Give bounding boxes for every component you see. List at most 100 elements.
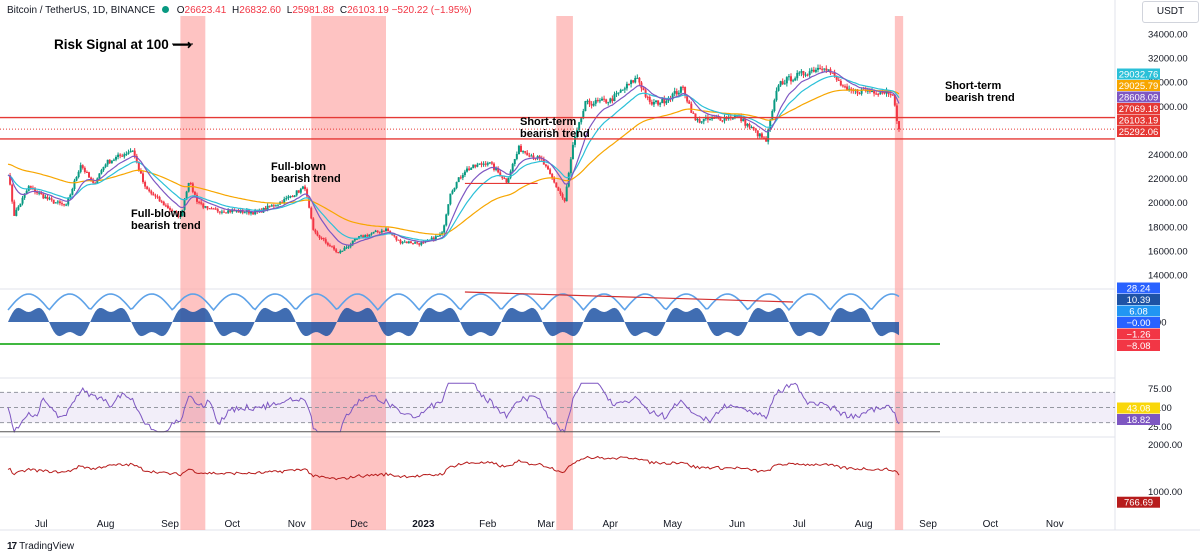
candle-body: [613, 94, 616, 102]
candle-body: [775, 90, 778, 101]
currency-button[interactable]: USDT: [1142, 1, 1199, 23]
candle-body: [802, 71, 805, 75]
candle-body: [146, 186, 149, 190]
candle-body: [175, 211, 178, 213]
candle-body: [397, 239, 400, 241]
candle-body: [538, 156, 541, 159]
candle-body: [378, 231, 381, 233]
candle-body: [158, 197, 161, 202]
price-value-label: 28608.09: [1119, 93, 1159, 104]
candle-body: [636, 77, 639, 79]
candle-body: [476, 164, 479, 167]
candle-body: [36, 192, 39, 194]
risk-line: [7, 455, 900, 481]
candle-body: [551, 173, 554, 179]
price-value-label: 26103.19: [1119, 116, 1159, 127]
candle-body: [879, 92, 882, 94]
candle-body: [459, 177, 462, 179]
candle-body: [846, 86, 849, 91]
candle-body: [792, 80, 795, 82]
candle-body: [663, 98, 666, 104]
highlight-zone: [894, 16, 904, 530]
candle-body: [445, 214, 448, 226]
candle-body: [416, 242, 419, 244]
candle-body: [212, 208, 215, 210]
candle-body: [150, 191, 153, 194]
candle-body: [650, 101, 653, 105]
candle-body: [702, 118, 705, 122]
risk-axis-tick: 1000.00: [1148, 487, 1182, 498]
candle-body: [144, 182, 147, 187]
candle-body: [520, 145, 522, 152]
candle-body: [582, 111, 585, 119]
candle-body: [765, 137, 768, 142]
candle-body: [25, 190, 28, 194]
candle-body: [652, 102, 655, 105]
candle-body: [322, 237, 325, 240]
candle-body: [85, 171, 88, 173]
candle-body: [625, 83, 628, 89]
highlight-zone: [556, 16, 573, 530]
candle-body: [511, 164, 514, 172]
candle-body: [466, 168, 468, 172]
candle-body: [800, 71, 803, 73]
candle-body: [135, 155, 138, 162]
candle-body: [48, 198, 51, 200]
candle-body: [370, 233, 373, 235]
price-axis-tick: 30000.00: [1148, 78, 1188, 89]
annotation-line: Short-term: [520, 116, 577, 128]
osc-value-label: 6.08: [1129, 307, 1148, 318]
candle-body: [673, 91, 676, 94]
candle-body: [814, 69, 817, 72]
candle-body: [81, 165, 84, 168]
candle-body: [399, 240, 402, 244]
price-value-label: 29032.76: [1119, 70, 1159, 81]
osc-divergence-line: [464, 291, 794, 303]
time-axis-tick: Nov: [288, 519, 306, 530]
candle-body: [90, 177, 93, 181]
candle-body: [17, 206, 20, 210]
candle-body: [881, 92, 884, 94]
candle-body: [823, 68, 826, 70]
candle-body: [331, 246, 333, 248]
candle-body: [291, 196, 294, 198]
candle-body: [754, 129, 757, 131]
candle-body: [353, 238, 356, 241]
osc-value-label-bg: [1117, 328, 1160, 340]
candle-body: [34, 188, 36, 193]
close-value: 26103.19: [347, 5, 389, 16]
candle-body: [611, 98, 614, 102]
annotation-full-blown-1: Full-blown bearish trend: [131, 208, 201, 232]
candle-body: [544, 164, 547, 167]
candle-body: [657, 100, 660, 105]
time-axis-tick: Jul: [793, 519, 806, 530]
time-axis-tick: Aug: [97, 519, 115, 530]
candle-body: [63, 204, 66, 206]
candle-body: [756, 130, 759, 137]
candle-body: [748, 123, 751, 128]
candle-body: [202, 203, 205, 208]
candle-body: [115, 157, 117, 160]
candle-body: [515, 154, 518, 160]
candle-body: [507, 177, 510, 183]
candle-body: [709, 119, 711, 121]
close-label: C: [339, 5, 348, 16]
candle-body: [501, 176, 504, 179]
candle-body: [193, 191, 196, 195]
high-label: H: [232, 5, 240, 16]
candle-body: [104, 164, 107, 167]
candle-body: [441, 232, 444, 235]
candle-body: [746, 123, 749, 126]
candle-body: [102, 166, 105, 171]
price-value-label-bg: [1117, 91, 1160, 103]
symbol-title[interactable]: Bitcoin / TetherUS, 1D, BINANCE: [7, 5, 156, 16]
candle-body: [46, 196, 49, 200]
candle-body: [100, 170, 103, 174]
time-axis-tick: Apr: [603, 519, 619, 530]
candle-body: [306, 189, 309, 197]
candle-body: [648, 97, 651, 102]
osc-value-label: −0.00: [1126, 318, 1150, 329]
candle-body: [555, 182, 558, 188]
price-value-label: 25292.06: [1119, 127, 1159, 138]
candle-body: [40, 192, 43, 195]
